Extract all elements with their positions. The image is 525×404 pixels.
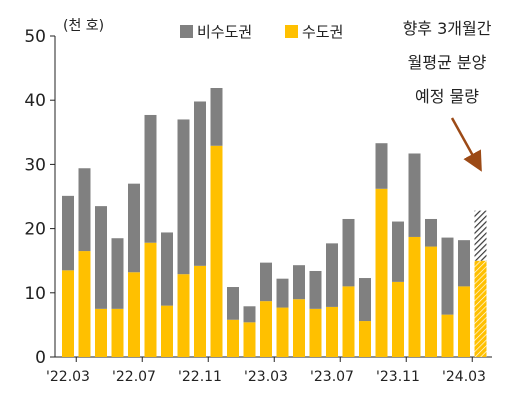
y-tick-label: 0 bbox=[35, 348, 46, 368]
bar-non-capital bbox=[62, 195, 74, 271]
bar-non-capital bbox=[161, 232, 173, 306]
bar-capital bbox=[408, 236, 421, 357]
bar-non-capital bbox=[309, 270, 322, 309]
x-tick-label: '23.07 bbox=[310, 369, 354, 385]
bar-non-capital bbox=[128, 183, 140, 273]
bar-non-capital bbox=[392, 221, 404, 282]
bar-capital bbox=[243, 322, 256, 357]
legend-swatch-non-capital bbox=[180, 25, 193, 38]
projection-note-line-1: 향후 3개월간 bbox=[403, 19, 492, 38]
bar-non-capital bbox=[78, 168, 91, 252]
bar-capital bbox=[375, 188, 388, 357]
x-tick-label: '22.03 bbox=[46, 369, 90, 385]
x-tick-label: '22.11 bbox=[178, 369, 222, 385]
x-tick-label: '23.03 bbox=[244, 369, 288, 385]
projection-note-line-2: 월평균 분양 bbox=[408, 53, 487, 72]
bar-non-capital bbox=[144, 114, 157, 243]
unit-label: (천 호) bbox=[63, 18, 104, 34]
bar-capital bbox=[309, 308, 322, 357]
legend-label-non-capital: 비수도권 bbox=[197, 23, 252, 41]
bar-non-capital bbox=[408, 153, 421, 237]
bar-non-capital bbox=[227, 287, 239, 320]
bar-non-capital bbox=[210, 88, 223, 146]
bar-capital bbox=[111, 308, 124, 357]
bar-non-capital bbox=[260, 262, 272, 302]
bar-non-capital bbox=[293, 265, 305, 300]
y-ticks: 0 10 20 30 40 50 bbox=[24, 27, 55, 368]
x-tick-label: '22.07 bbox=[112, 369, 156, 385]
y-tick-label: 50 bbox=[24, 27, 46, 47]
bar-capital bbox=[458, 286, 470, 357]
bar-non-capital bbox=[243, 306, 256, 323]
projection-note-line-3: 예정 물량 bbox=[415, 87, 479, 106]
bar-non-capital bbox=[441, 237, 454, 315]
bar-capital bbox=[260, 301, 272, 357]
projection-bar-capital bbox=[474, 260, 487, 357]
bar-non-capital bbox=[425, 218, 437, 247]
bar-capital bbox=[128, 272, 140, 357]
bar-non-capital bbox=[375, 143, 388, 189]
bar-capital bbox=[62, 270, 74, 357]
bar-capital bbox=[194, 265, 206, 357]
bar-capital bbox=[392, 281, 404, 357]
bar-capital bbox=[78, 251, 91, 357]
bar-non-capital bbox=[111, 238, 124, 309]
bar-capital bbox=[161, 305, 173, 357]
legend-swatch-capital bbox=[285, 25, 298, 38]
x-tick-label: '24.03 bbox=[442, 369, 486, 385]
bar-non-capital bbox=[194, 101, 206, 266]
bars-group bbox=[62, 88, 487, 357]
x-tick-label: '23.11 bbox=[376, 369, 420, 385]
bar-capital bbox=[177, 274, 190, 357]
bar-capital bbox=[210, 145, 223, 357]
bar-capital bbox=[326, 306, 338, 357]
bar-capital bbox=[276, 307, 289, 357]
bar-non-capital bbox=[95, 206, 107, 309]
x-ticks: '22.03 '22.07 '22.11 '23.03 '23.07 '23.11 '24.… bbox=[46, 357, 486, 385]
bar-non-capital bbox=[326, 243, 338, 307]
bar-capital bbox=[144, 242, 157, 357]
y-tick-label: 10 bbox=[24, 284, 46, 304]
bar-non-capital bbox=[276, 278, 289, 308]
bar-capital bbox=[425, 246, 437, 357]
projection-arrow bbox=[450, 117, 482, 172]
bar-capital bbox=[227, 319, 239, 357]
bar-capital bbox=[359, 321, 371, 357]
bar-non-capital bbox=[359, 278, 371, 322]
y-tick-label: 30 bbox=[24, 155, 46, 175]
bar-capital bbox=[342, 286, 355, 357]
bar-capital bbox=[95, 308, 107, 357]
y-tick-label: 40 bbox=[24, 91, 46, 111]
y-tick-label: 20 bbox=[24, 220, 46, 240]
projection-bar-non-capital bbox=[474, 210, 487, 261]
bar-non-capital bbox=[342, 218, 355, 287]
legend-label-capital: 수도권 bbox=[302, 23, 343, 41]
bar-non-capital bbox=[458, 240, 470, 287]
bar-capital bbox=[441, 314, 454, 357]
bar-capital bbox=[293, 299, 305, 357]
bar-non-capital bbox=[177, 119, 190, 275]
